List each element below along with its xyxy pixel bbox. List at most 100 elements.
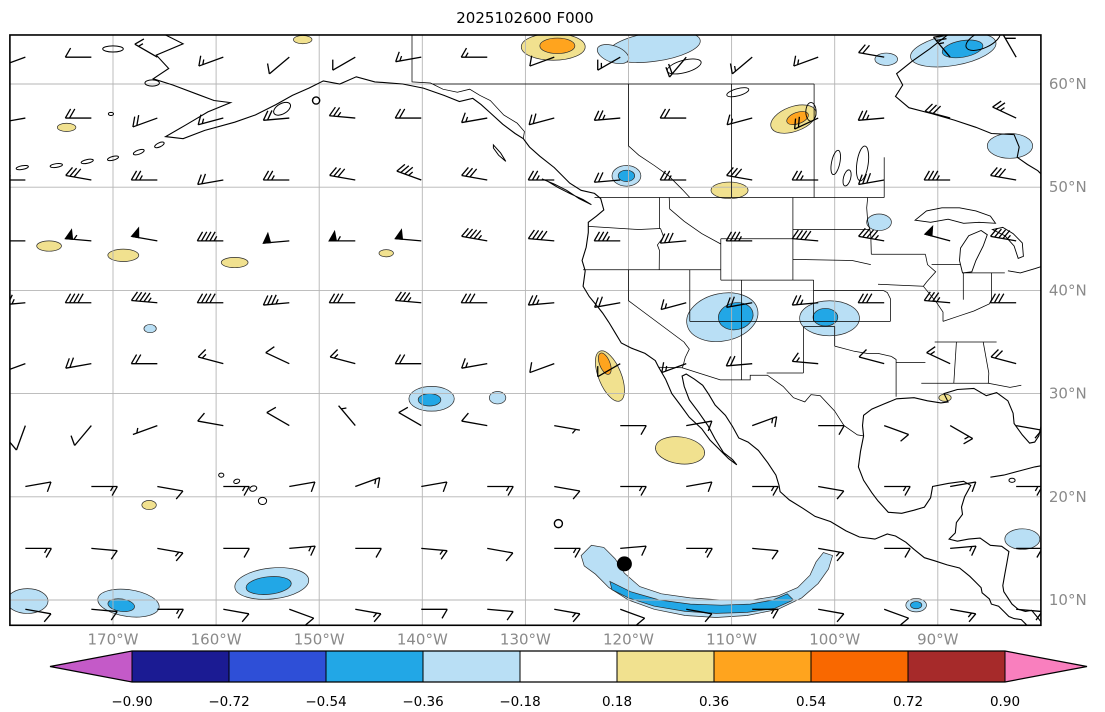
wind-barb [132, 424, 158, 436]
wind-barb [25, 481, 52, 493]
lake-outline [959, 229, 988, 274]
anomaly-patch [910, 601, 923, 610]
state-border [656, 228, 665, 270]
wind-barb [659, 108, 687, 119]
wind-barb [527, 170, 555, 181]
wind-barb [398, 406, 422, 427]
wind-barb [266, 56, 290, 75]
island-outline [144, 79, 160, 87]
lon-tick-label: 110°W [706, 630, 757, 648]
wind-barb [196, 293, 224, 304]
lon-tick-label: 160°W [191, 630, 242, 648]
wind-barb [659, 170, 687, 181]
wind-barb [992, 100, 1017, 119]
wind-barb [9, 363, 26, 370]
state-border [982, 341, 990, 384]
colorbar-cell [520, 651, 617, 682]
wind-barb [660, 299, 687, 311]
wind-barb [461, 412, 488, 427]
calm-wind-marker [311, 96, 321, 105]
wind-barb [554, 608, 581, 623]
colorbar-extend-right [1005, 651, 1087, 682]
island-outline [49, 162, 63, 169]
state-border [834, 345, 892, 357]
lon-tick-label: 120°W [603, 630, 654, 648]
storm-center-marker [616, 556, 632, 572]
wind-barb [752, 485, 779, 496]
wind-barb [593, 231, 621, 242]
wind-barb [1002, 34, 1017, 58]
wind-barb [130, 291, 158, 304]
wind-barb [857, 172, 885, 186]
wind-barb [394, 354, 422, 365]
lake-outline [842, 169, 852, 187]
wind-barb [328, 106, 356, 119]
wind-barb [355, 608, 382, 623]
anomaly-patch [866, 213, 892, 231]
island-outline [154, 141, 165, 149]
wind-barb [91, 485, 118, 496]
wind-barb [858, 44, 885, 58]
wind-barb [857, 110, 885, 121]
anomaly-patch [718, 302, 754, 331]
wind-barb [461, 167, 488, 181]
wind-barb [70, 425, 92, 446]
lake-outline [1007, 266, 1041, 274]
wind-barb [950, 545, 977, 556]
wind-barb [793, 116, 819, 130]
wind-barb [266, 406, 290, 427]
wind-barb [883, 608, 910, 626]
wind-barb [134, 38, 158, 58]
wind-barb [818, 608, 845, 623]
colorbar-cell [908, 651, 1005, 682]
wind-barb [752, 547, 779, 560]
anomaly-patch [56, 122, 77, 132]
wind-barb [461, 227, 488, 242]
colorbar-outline [49, 650, 1088, 683]
wind-barb [487, 547, 514, 562]
island-outline [233, 478, 241, 485]
island-outline [107, 155, 119, 162]
wind-barb [620, 545, 647, 556]
lake-outline [830, 149, 841, 176]
anomaly-patch [220, 257, 249, 269]
wind-barb [223, 547, 250, 558]
wind-barb [926, 346, 951, 365]
colorbar-cell [617, 651, 714, 682]
island-outline [965, 34, 1001, 51]
island-outline [132, 148, 145, 156]
colorbar-tick-label: 0.90 [990, 694, 1020, 710]
colorbar-tick-label: −0.90 [111, 694, 152, 710]
wind-barb [64, 293, 92, 304]
wind-barb [527, 294, 555, 306]
wind-barb [461, 358, 488, 369]
wind-barb [686, 608, 713, 623]
wind-barb [289, 481, 316, 493]
state-border [988, 382, 1022, 388]
grid-lines [9, 34, 1041, 626]
wind-barb [989, 293, 1017, 304]
island-outline [249, 485, 258, 492]
island-outline [107, 111, 115, 116]
colorbar-cell [423, 651, 520, 682]
wind-barb [554, 547, 581, 558]
wind-barb [791, 294, 819, 306]
island-outline [15, 164, 29, 171]
state-border [877, 283, 924, 287]
state-border [628, 269, 685, 343]
coastline [857, 435, 1041, 623]
wind-barb [25, 547, 52, 558]
wind-barb [620, 608, 646, 626]
wind-barb [990, 349, 1017, 365]
colorbar-tick-label: 0.72 [893, 694, 923, 710]
island-outline [80, 158, 94, 165]
anomaly-patch [293, 35, 313, 45]
wind-barb [355, 476, 381, 489]
state-border [792, 259, 871, 265]
anomaly-patch [710, 181, 749, 199]
lon-tick-label: 140°W [397, 630, 448, 648]
colorbar: −0.90 −0.72 −0.54 −0.36 −0.18 0.18 0.36 0.54 0.7… [49, 650, 1088, 710]
wind-barb [460, 47, 488, 58]
island-outline [541, 178, 592, 206]
wind-barb [223, 485, 250, 496]
